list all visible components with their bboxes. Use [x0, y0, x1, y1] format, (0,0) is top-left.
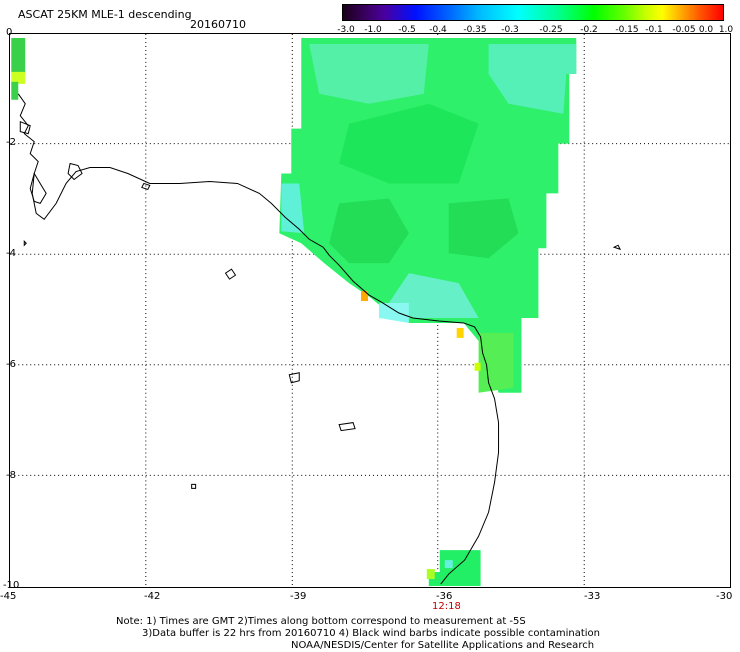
y-tick-label: -10 [3, 580, 20, 591]
y-tick-label: 0 [6, 27, 13, 38]
color-scale-bar [342, 4, 724, 21]
cb-label: -0.5 [398, 25, 416, 35]
note-line-1: Note: 1) Times are GMT 2)Times along bot… [116, 616, 526, 627]
cb-label: -0.2 [580, 25, 598, 35]
y-tick-label: -4 [6, 248, 16, 259]
cb-label: 0.0 [698, 25, 714, 35]
cb-label: -0.25 [539, 25, 563, 35]
x-tick-label: -39 [290, 591, 307, 602]
map-plot [9, 33, 731, 588]
note-line-3: NOAA/NESDIS/Center for Satellite Applica… [291, 640, 595, 651]
wind-data-swath [11, 37, 577, 587]
islands [23, 240, 622, 489]
cb-label: -0.4 [429, 25, 447, 35]
x-tick-label: -42 [144, 591, 161, 602]
product-title: ASCAT 25KM MLE-1 descending [18, 8, 192, 21]
x-tick-label: -45 [0, 591, 17, 602]
x-tick-label: -33 [584, 591, 601, 602]
cb-label: 1.0 [718, 25, 734, 35]
coastline [17, 93, 500, 585]
cb-label: -0.3 [501, 25, 519, 35]
cb-label: -0.35 [463, 25, 487, 35]
y-tick-label: -6 [6, 359, 16, 370]
y-tick-label: -8 [6, 470, 16, 481]
cb-label: -0.15 [615, 25, 639, 35]
cb-label: -1.0 [364, 25, 382, 35]
x-tick-label: -30 [716, 591, 733, 602]
pass-time-label: 12:18 [432, 601, 461, 612]
color-scale-labels: -3.0 -1.0 -0.5 -0.4 -0.35 -0.3 -0.25 -0.… [330, 25, 735, 37]
cb-label: -3.0 [337, 25, 355, 35]
x-tick-label: -36 [436, 591, 453, 602]
cb-label: -0.05 [672, 25, 696, 35]
note-line-2: 3)Data buffer is 22 hrs from 20160710 4)… [142, 628, 600, 639]
cb-label: -0.1 [645, 25, 663, 35]
product-date: 20160710 [190, 18, 246, 31]
footer-notes: Note: 1) Times are GMT 2)Times along bot… [116, 616, 600, 652]
y-tick-label: -2 [6, 137, 16, 148]
